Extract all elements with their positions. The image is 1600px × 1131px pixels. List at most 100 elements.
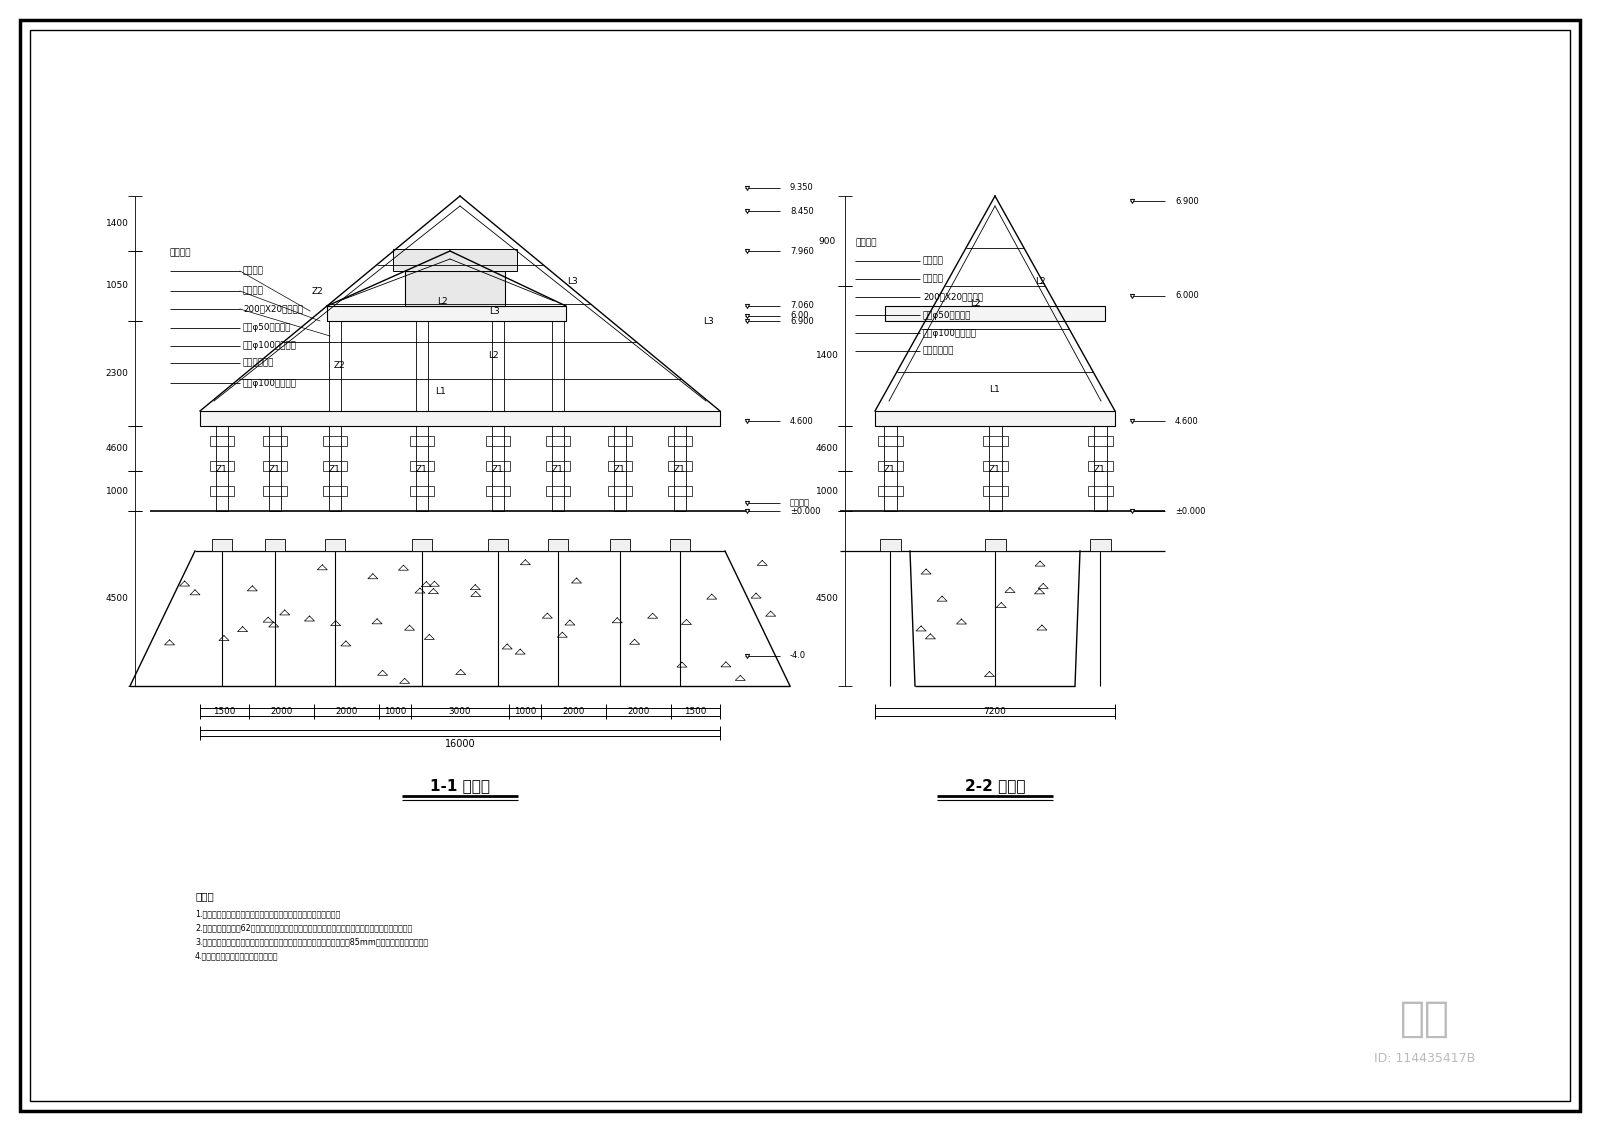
Text: 6.900: 6.900 <box>1174 197 1198 206</box>
Bar <box>323 486 347 497</box>
Text: L1: L1 <box>990 385 1000 394</box>
Text: 4500: 4500 <box>106 594 128 603</box>
Text: 1-1 剖面图: 1-1 剖面图 <box>430 778 490 794</box>
Text: 防水油毡: 防水油毡 <box>923 275 944 284</box>
Text: 1400: 1400 <box>106 219 128 228</box>
Text: -4.0: -4.0 <box>790 651 806 661</box>
Text: Z1: Z1 <box>493 465 504 474</box>
Bar <box>325 539 346 551</box>
Text: Z1: Z1 <box>614 465 626 474</box>
Bar <box>982 435 1008 446</box>
Bar <box>1088 461 1114 470</box>
Bar <box>486 435 510 446</box>
Text: 3000: 3000 <box>448 708 472 717</box>
Text: 柱子（枞木）: 柱子（枞木） <box>243 359 275 368</box>
Bar <box>878 435 902 446</box>
Text: 4.600: 4.600 <box>790 416 814 425</box>
Text: L3: L3 <box>702 317 714 326</box>
Bar <box>982 461 1008 470</box>
Bar <box>989 426 1002 511</box>
Bar <box>326 307 566 321</box>
Text: 1400: 1400 <box>816 352 838 361</box>
Bar <box>883 426 898 511</box>
Bar <box>405 271 506 307</box>
Text: 1000: 1000 <box>816 486 838 495</box>
Text: ID: 114435417B: ID: 114435417B <box>1374 1053 1475 1065</box>
Bar <box>330 426 341 511</box>
Bar <box>488 539 509 551</box>
Text: 8.450: 8.450 <box>790 207 814 216</box>
Bar <box>216 426 229 511</box>
Bar <box>266 539 285 551</box>
Bar <box>1088 486 1114 497</box>
Text: 檩条φ50（杉木）: 檩条φ50（杉木） <box>243 323 291 333</box>
Bar <box>210 435 234 446</box>
Bar <box>493 426 504 511</box>
Bar <box>410 461 434 470</box>
Text: ±0.000: ±0.000 <box>1174 507 1205 516</box>
Text: 青色筒瓦: 青色筒瓦 <box>170 249 192 258</box>
Text: 青色筒瓦: 青色筒瓦 <box>243 267 264 276</box>
Text: 4500: 4500 <box>816 594 838 603</box>
Text: 知末: 知末 <box>1400 998 1450 1041</box>
Bar <box>670 539 690 551</box>
Text: L3: L3 <box>490 307 501 316</box>
Bar <box>493 321 504 411</box>
Text: 6.900: 6.900 <box>790 317 814 326</box>
Bar <box>262 461 286 470</box>
Text: 1500: 1500 <box>685 708 707 717</box>
Bar <box>416 426 429 511</box>
Bar <box>880 539 901 551</box>
Text: 柱子（松木）: 柱子（松木） <box>923 346 955 355</box>
Text: 2.前水鱼台增整格台62点钢柱的节点图形手绘管，基北覆盖不住出场前置，先后被模型完成装置器。: 2.前水鱼台增整格台62点钢柱的节点图形手绘管，基北覆盖不住出场前置，先后被模型… <box>195 924 413 932</box>
Bar <box>330 321 341 411</box>
Text: 2000: 2000 <box>563 708 586 717</box>
Text: 2000: 2000 <box>627 708 650 717</box>
Text: L2: L2 <box>488 352 498 361</box>
Bar <box>546 486 570 497</box>
Bar <box>269 426 282 511</box>
Bar <box>982 486 1008 497</box>
Bar <box>210 486 234 497</box>
Text: Z1: Z1 <box>416 465 427 474</box>
Text: 檩条φ100（杉木）: 檩条φ100（杉木） <box>243 342 298 351</box>
Bar <box>410 435 434 446</box>
Bar <box>200 411 720 426</box>
Text: 2300: 2300 <box>106 369 128 378</box>
Text: Z1: Z1 <box>330 465 341 474</box>
Bar <box>885 307 1106 321</box>
Text: 青色筒瓦: 青色筒瓦 <box>854 239 877 248</box>
Text: 檩条φ50（杉木）: 檩条φ50（杉木） <box>923 311 971 319</box>
Text: 1.本工程按设计，采暖采用散热，角形暖管，直接绕线回路供和管。: 1.本工程按设计，采暖采用散热，角形暖管，直接绕线回路供和管。 <box>195 909 341 918</box>
Bar <box>608 435 632 446</box>
Bar <box>413 539 432 551</box>
Bar <box>546 461 570 470</box>
Bar <box>614 426 626 511</box>
Bar <box>323 435 347 446</box>
Text: L2: L2 <box>970 299 981 308</box>
Bar <box>669 486 691 497</box>
Bar <box>878 461 902 470</box>
Text: 7200: 7200 <box>984 708 1006 717</box>
Bar <box>262 486 286 497</box>
Text: 安装方值: 安装方值 <box>790 499 810 508</box>
Bar <box>552 426 563 511</box>
Text: Z2: Z2 <box>334 362 346 371</box>
Text: 青色筒瓦: 青色筒瓦 <box>923 257 944 266</box>
Text: L2: L2 <box>1035 276 1045 285</box>
Bar <box>1094 426 1107 511</box>
Bar <box>1090 539 1110 551</box>
Bar <box>674 426 686 511</box>
Text: 1000: 1000 <box>106 486 128 495</box>
Bar <box>986 539 1006 551</box>
Text: 3.直接解决技工，按拟定注意事新要素，按拟采用水印尺寸（单位未超过85mm），基点按通小生地头。: 3.直接解决技工，按拟定注意事新要素，按拟采用水印尺寸（单位未超过85mm），基… <box>195 938 429 947</box>
Text: 7.960: 7.960 <box>790 247 814 256</box>
Text: Z1: Z1 <box>1094 465 1106 474</box>
Bar <box>669 461 691 470</box>
Bar <box>211 539 232 551</box>
Bar <box>416 321 429 411</box>
Text: 檩条φ100（杉木）: 檩条φ100（杉木） <box>243 379 298 388</box>
Text: 200宽X20厚杉木板: 200宽X20厚杉木板 <box>243 304 302 313</box>
Bar <box>610 539 630 551</box>
Bar <box>486 486 510 497</box>
